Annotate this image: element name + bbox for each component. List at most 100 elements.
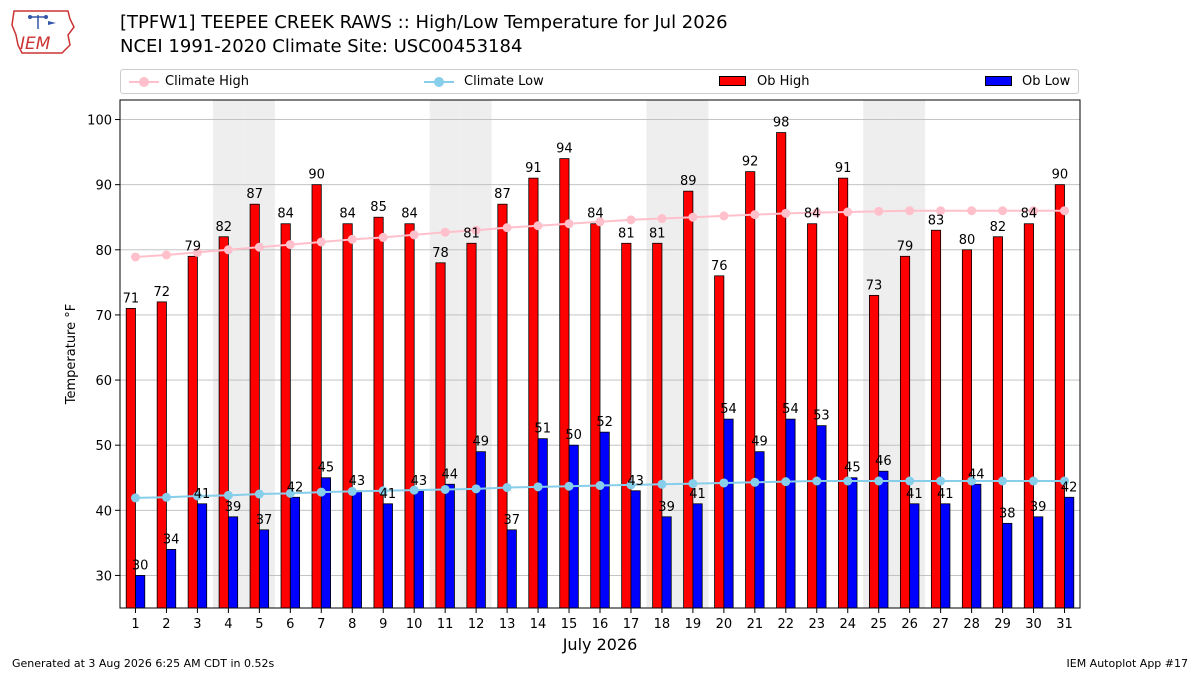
ob-low-value-label: 42 — [287, 480, 304, 495]
climate-high-point — [533, 221, 543, 231]
ob-high-bar — [992, 236, 1003, 609]
ob-low-value-label: 41 — [689, 487, 706, 502]
ob-high-bar — [621, 242, 632, 609]
x-tick-label: 23 — [809, 617, 826, 632]
x-tick-label: 1 — [131, 617, 139, 632]
climate-low-point — [192, 491, 202, 501]
ob-high-value-label: 91 — [525, 161, 542, 176]
ob-low-value-label: 39 — [658, 500, 675, 515]
ob-high-value-label: 79 — [897, 239, 914, 254]
ob-high-bar — [497, 203, 508, 609]
ob-low-value-label: 41 — [194, 487, 211, 502]
climate-low-point — [440, 484, 450, 494]
climate-high-point — [998, 206, 1008, 216]
ob-low-bar — [320, 477, 331, 609]
ob-low-bar — [630, 490, 641, 609]
y-tick-label: 50 — [95, 439, 112, 454]
ob-low-value-label: 45 — [318, 461, 335, 476]
ob-low-bar — [166, 548, 177, 609]
x-tick-label: 16 — [592, 617, 609, 632]
ob-high-value-label: 84 — [401, 207, 418, 222]
ob-high-value-label: 82 — [215, 220, 232, 235]
ob-low-value-label: 49 — [473, 435, 490, 450]
climate-low-point — [688, 479, 698, 489]
ob-high-value-label: 94 — [556, 142, 573, 157]
climate-high-point — [130, 252, 140, 262]
ob-low-value-label: 53 — [813, 409, 830, 424]
climate-low-point — [626, 480, 636, 490]
ob-low-value-label: 43 — [627, 474, 644, 489]
ob-low-value-label: 37 — [503, 513, 520, 528]
ob-high-bar — [930, 229, 942, 609]
ob-low-value-label: 38 — [999, 506, 1016, 521]
x-tick-label: 7 — [317, 617, 325, 632]
climate-high-point — [843, 207, 853, 217]
x-tick-label: 17 — [623, 617, 640, 632]
climate-high-point — [626, 215, 636, 225]
climate-low-point — [998, 476, 1008, 486]
ob-low-value-label: 43 — [349, 474, 366, 489]
climate-low-point — [502, 483, 512, 493]
ob-low-value-label: 39 — [225, 500, 242, 515]
y-tick-label: 90 — [95, 179, 112, 194]
ob-high-value-label: 87 — [494, 187, 511, 202]
climate-high-point — [564, 219, 574, 229]
climate-high-point — [409, 230, 419, 240]
ob-low-bar — [444, 483, 455, 609]
ob-low-bar — [1064, 496, 1075, 609]
x-tick-label: 14 — [530, 617, 547, 632]
climate-high-point — [440, 227, 450, 237]
ob-low-bar — [909, 503, 920, 609]
ob-high-bar — [528, 177, 539, 609]
x-tick-label: 28 — [963, 617, 980, 632]
x-tick-label: 13 — [499, 617, 516, 632]
ob-low-bar — [1002, 522, 1013, 609]
climate-low-point — [223, 490, 233, 500]
climate-high-point — [223, 245, 233, 255]
ob-low-bar — [878, 470, 889, 609]
climate-high-point — [688, 212, 698, 222]
ob-low-bar — [506, 529, 517, 609]
ob-low-value-label: 34 — [163, 532, 180, 547]
ob-high-value-label: 84 — [587, 207, 604, 222]
ob-high-bar — [187, 255, 198, 609]
climate-low-point — [254, 489, 264, 499]
ob-low-value-label: 39 — [1030, 500, 1047, 515]
ob-high-value-label: 90 — [308, 168, 325, 183]
ob-high-bar — [466, 242, 477, 609]
climate-high-point — [1060, 206, 1070, 216]
ob-high-bar — [280, 223, 291, 609]
logo-text: IEM — [20, 34, 51, 54]
x-tick-label: 4 — [224, 617, 232, 632]
ob-low-value-label: 42 — [1061, 480, 1078, 495]
ob-low-bar — [723, 418, 734, 609]
x-tick-label: 20 — [716, 617, 733, 632]
ob-high-value-label: 87 — [246, 187, 263, 202]
ob-low-value-label: 46 — [875, 454, 892, 469]
climate-low-point — [533, 482, 543, 492]
legend-ob-low-swatch — [985, 76, 1012, 86]
legend-climate-low-label: Climate Low — [464, 74, 544, 89]
ob-low-value-label: 43 — [411, 474, 428, 489]
ob-low-bar — [135, 575, 146, 609]
climate-low-point — [657, 479, 667, 489]
ob-high-value-label: 78 — [432, 246, 449, 261]
ob-high-value-label: 84 — [1021, 207, 1038, 222]
climate-high-point — [192, 247, 202, 257]
x-axis-title: July 2026 — [562, 635, 638, 654]
x-tick-label: 22 — [778, 617, 795, 632]
climate-low-point — [936, 476, 946, 486]
ob-high-bar — [342, 223, 353, 609]
x-tick-label: 12 — [468, 617, 485, 632]
ob-high-bar — [899, 255, 911, 609]
climate-low-point — [378, 486, 388, 496]
ob-high-value-label: 73 — [866, 278, 883, 293]
x-tick-label: 25 — [870, 617, 887, 632]
chart-subtitle: NCEI 1991-2020 Climate Site: USC00453184 — [120, 36, 523, 57]
ob-low-bar — [661, 516, 672, 609]
x-tick-label: 18 — [654, 617, 671, 632]
ob-low-bar — [475, 451, 486, 609]
ob-high-bar — [652, 242, 663, 609]
ob-low-value-label: 44 — [968, 467, 985, 482]
ob-high-value-label: 72 — [154, 285, 171, 300]
